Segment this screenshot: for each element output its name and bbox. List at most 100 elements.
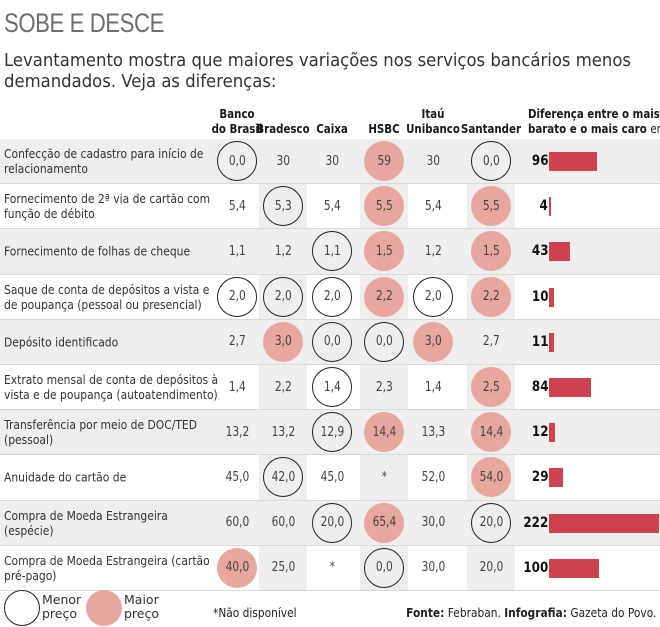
- fee-value: 30,0: [421, 560, 445, 576]
- service-label: Compra de Moeda Estrangeira (cartão pré-…: [4, 553, 219, 583]
- fee-cell: 40,0: [217, 547, 257, 588]
- diff-bar: [549, 468, 564, 488]
- fee-value: 2,5: [482, 379, 500, 395]
- fee-cell: 2,2: [263, 367, 303, 407]
- diff-bar: [549, 423, 555, 443]
- fee-value: 45,0: [320, 469, 344, 485]
- fee-cell: 45,0: [217, 457, 257, 497]
- diff-bar: [549, 287, 554, 307]
- fee-value: 13,2: [225, 424, 249, 440]
- fee-value: 40,0: [225, 560, 249, 576]
- diff-column-header: Diferença entre o mais barato e o mais c…: [528, 106, 660, 136]
- column-header-3: HSBC: [351, 106, 417, 136]
- fee-cell: 13,2: [263, 412, 303, 452]
- service-label: Fornecimento de 2ª via de cartão com fun…: [4, 191, 219, 221]
- column-band: [259, 364, 307, 410]
- fee-cell: 52,0: [413, 457, 453, 497]
- fees-table: Confecção de cadastro para início de rel…: [0, 139, 660, 591]
- table-row: Transferência por meio de DOC/TED (pesso…: [0, 410, 660, 456]
- fee-cell: 14,4: [471, 412, 511, 453]
- column-header-line2: Santander: [460, 121, 522, 136]
- fee-cell: 0,0: [364, 321, 404, 362]
- table-row: Compra de Moeda Estrangeira (cartão pré-…: [0, 545, 660, 591]
- diff-value-text: 222: [523, 514, 548, 531]
- fee-value: 2,7: [228, 334, 246, 350]
- fee-value: 30: [276, 153, 290, 169]
- fee-cell: 60,0: [263, 503, 303, 543]
- service-text: Confecção de cadastro para início de rel…: [4, 146, 204, 177]
- fee-cell: 0,0: [364, 547, 404, 588]
- fee-value: 2,0: [274, 289, 292, 305]
- fee-value: 5,4: [424, 198, 442, 214]
- fee-cell: 0,0: [471, 141, 511, 182]
- table-row: Confecção de cadastro para início de rel…: [0, 139, 660, 185]
- service-text: Extrato mensal de conta de depósitos à v…: [4, 372, 219, 403]
- fee-value: 1,5: [482, 243, 500, 259]
- fee-value: 42,0: [271, 469, 295, 485]
- diff-value: 10: [514, 289, 548, 305]
- fee-value: 1,1: [323, 243, 341, 259]
- fee-cell: 20,0: [312, 502, 352, 543]
- legend-min-line2: preço: [42, 606, 78, 621]
- fee-value: 5,5: [375, 198, 393, 214]
- fee-value: 0,0: [375, 560, 393, 576]
- fee-value: 52,0: [421, 469, 445, 485]
- fee-cell: 45,0: [312, 457, 352, 497]
- diff-value-text: 10: [531, 288, 548, 305]
- fee-cell: 5,3: [263, 186, 303, 227]
- legend-max: Maior preço: [124, 593, 159, 621]
- diff-value: 11: [514, 334, 548, 350]
- service-label: Compra de Moeda Estrangeira (espécie): [4, 508, 219, 538]
- fee-cell: 3,0: [413, 321, 453, 362]
- table-row: Fornecimento de folhas de cheque 1,1 1,2 1,…: [0, 229, 660, 275]
- diff-bar: [549, 242, 571, 262]
- fee-cell: 2,2: [364, 276, 404, 317]
- fee-value: 14,4: [479, 424, 503, 440]
- column-header-0: Banco do Brasil: [204, 106, 270, 136]
- fee-value: 30,0: [421, 515, 445, 531]
- service-text: Compra de Moeda Estrangeira (espécie): [4, 507, 168, 538]
- infographic-label: Infografia:: [503, 605, 567, 620]
- fee-value: 1,4: [228, 379, 246, 395]
- service-text: Anuidade do cartão de: [4, 469, 127, 485]
- fee-cell: 1,4: [413, 367, 453, 407]
- fee-value: 3,0: [274, 334, 292, 350]
- column-header-1: Bradesco: [250, 106, 316, 136]
- fee-cell: 2,7: [217, 322, 257, 362]
- table-row: Anuidade do cartão de 45,0 42,0 45,0 * 52,0 54…: [0, 455, 660, 501]
- fee-cell: 2,5: [471, 367, 511, 408]
- table-row: Extrato mensal de conta de depósitos à v…: [0, 364, 660, 411]
- diff-value-text: 43: [531, 243, 548, 260]
- fee-cell: 1,2: [263, 231, 303, 271]
- fee-cell: 0,0: [217, 141, 257, 182]
- diff-value-text: 4: [539, 198, 548, 215]
- fee-cell: 30,0: [413, 503, 453, 543]
- fee-value: 1,5: [375, 243, 393, 259]
- fee-value: 0,0: [375, 334, 393, 350]
- fee-cell: 1,1: [217, 231, 257, 271]
- diff-bar: [549, 197, 551, 217]
- fee-cell: 2,7: [471, 322, 511, 362]
- diff-value-text: 96: [531, 153, 548, 170]
- column-header-2: Caixa: [299, 106, 365, 136]
- fee-value: 59: [377, 153, 391, 169]
- service-label: Depósito identificado: [4, 334, 219, 349]
- column-header-line1: Itaú: [421, 106, 445, 121]
- legend-max-line2: preço: [124, 606, 160, 621]
- fee-value: 14,4: [372, 424, 396, 440]
- column-header-5: Santander: [458, 106, 524, 136]
- diff-header-line1: Diferença entre o mais: [528, 106, 660, 121]
- fee-value: 5,4: [228, 198, 246, 214]
- fee-cell: 20,0: [471, 502, 511, 543]
- column-band: [360, 455, 408, 500]
- fee-value: 2,3: [375, 379, 393, 395]
- column-header-line2: Unibanco: [406, 121, 460, 136]
- source-label: Fonte:: [405, 605, 445, 620]
- fee-value: 5,5: [482, 198, 500, 214]
- fee-cell: 3,0: [263, 321, 303, 362]
- infographic-text: Gazeta do Povo.: [566, 605, 656, 620]
- fee-cell: 59: [364, 141, 404, 182]
- fee-cell: 65,4: [364, 502, 404, 543]
- fee-cell: 12,9: [312, 412, 352, 453]
- service-text: Depósito identificado: [4, 334, 119, 350]
